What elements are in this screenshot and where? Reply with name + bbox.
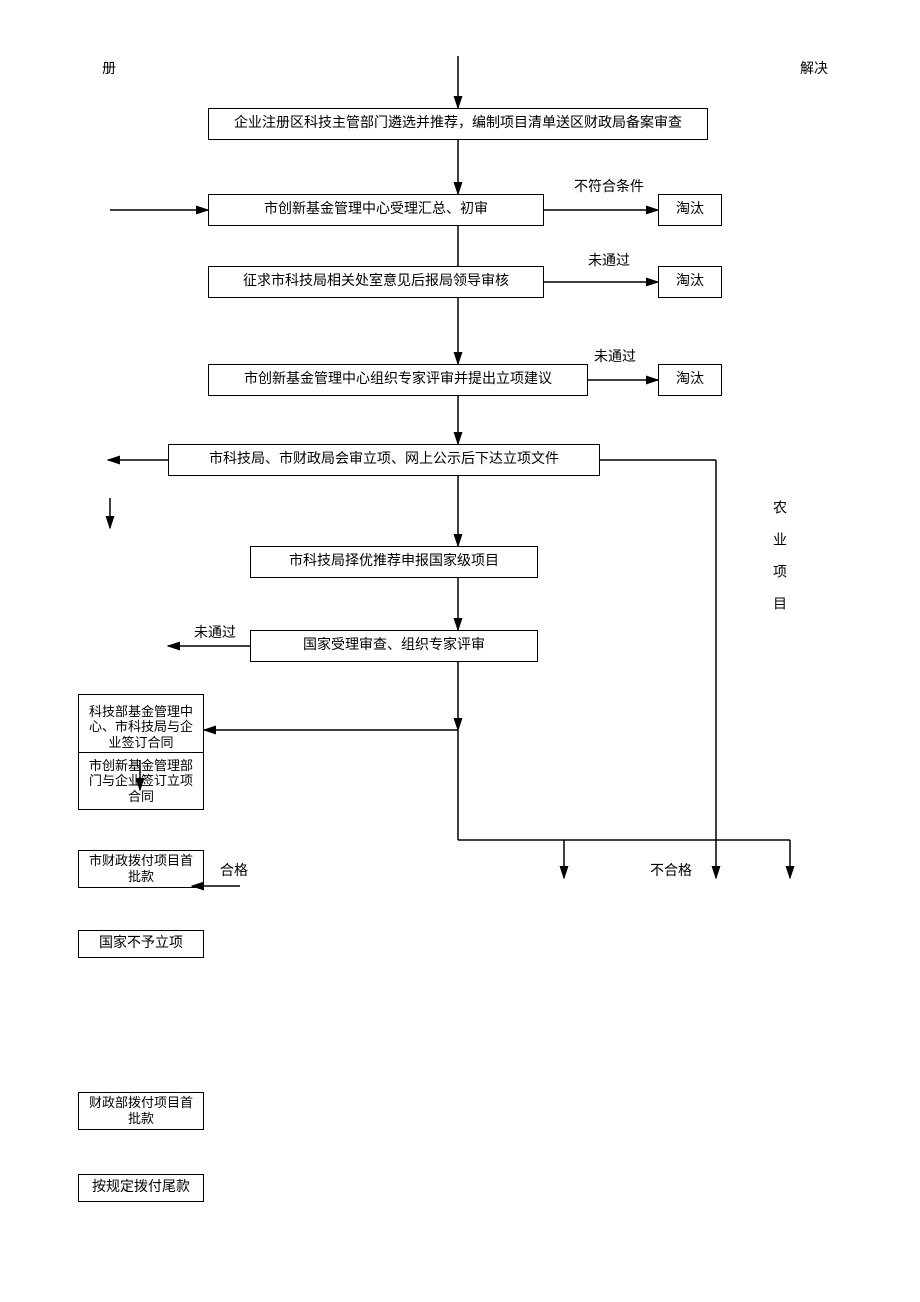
node-contract-2: 市创新基金管理部门与企业签订立项合同 [78, 752, 204, 810]
node-step-5: 市科技局、市财政局会审立项、网上公示后下达立项文件 [168, 444, 600, 476]
label-cond-not-met: 不符合条件 [574, 176, 644, 196]
node-step-1: 企业注册区科技主管部门遴选并推荐，编制项目清单送区财政局备案审查 [208, 108, 708, 140]
node-step-2: 市创新基金管理中心受理汇总、初审 [208, 194, 544, 226]
node-eliminate-2: 淘汰 [658, 266, 722, 298]
label-top-right: 解决 [800, 58, 828, 78]
node-payment-1: 市财政拨付项目首批款 [78, 850, 204, 888]
node-step-7: 国家受理审查、组织专家评审 [250, 630, 538, 662]
node-step-6: 市科技局择优推荐申报国家级项目 [250, 546, 538, 578]
node-payment-2: 国家不予立项 [78, 930, 204, 958]
node-eliminate-3: 淘汰 [658, 364, 722, 396]
node-step-4: 市创新基金管理中心组织专家评审并提出立项建议 [208, 364, 588, 396]
node-payment-3: 财政部拨付项目首批款 [78, 1092, 204, 1130]
label-not-pass-2: 未通过 [594, 346, 636, 366]
label-not-pass-3: 未通过 [194, 622, 236, 642]
node-payment-4: 按规定拨付尾款 [78, 1174, 204, 1202]
label-unqualified: 不合格 [650, 860, 692, 880]
label-vertical-agriculture: 农业项目 [768, 500, 788, 628]
node-step-3: 征求市科技局相关处室意见后报局领导审核 [208, 266, 544, 298]
label-top-left: 册 [102, 58, 116, 78]
label-not-pass-1: 未通过 [588, 250, 630, 270]
node-eliminate-1: 淘汰 [658, 194, 722, 226]
label-qualified: 合格 [220, 860, 248, 880]
node-contract-1: 科技部基金管理中心、市科技局与企业签订合同 [78, 694, 204, 760]
